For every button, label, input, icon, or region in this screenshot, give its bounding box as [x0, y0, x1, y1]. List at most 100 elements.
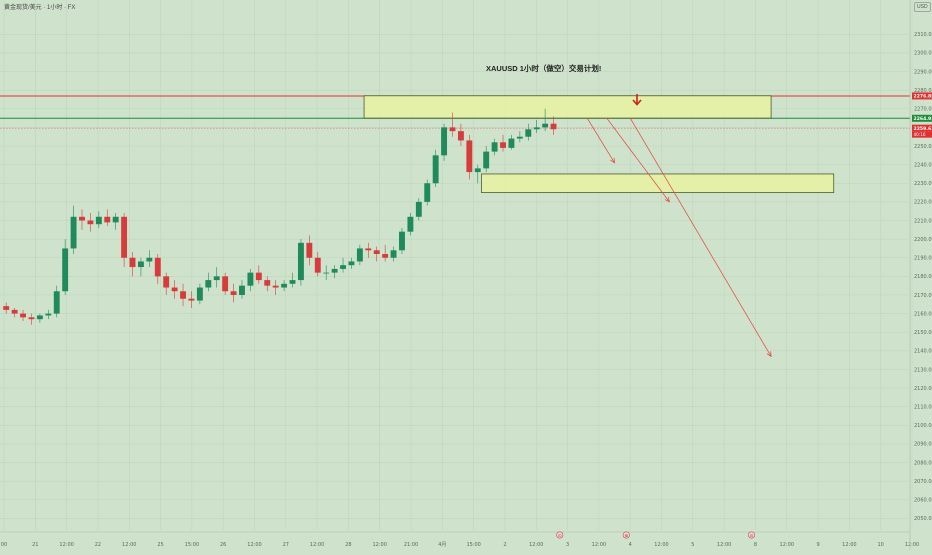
x-tick-label: 27	[283, 542, 289, 548]
candle-body	[180, 291, 186, 298]
x-tick-label: 12:00	[373, 542, 387, 548]
candle-body	[382, 254, 388, 258]
candle-body	[197, 288, 203, 301]
candle-body	[239, 286, 245, 295]
x-tick-label: 5	[691, 542, 694, 548]
x-tick-label: 12:00	[654, 542, 668, 548]
grid	[0, 0, 912, 530]
candle-body	[20, 314, 26, 318]
x-tick-label: 12:00	[905, 542, 919, 548]
candle-body	[3, 306, 9, 310]
candle-body	[96, 217, 102, 224]
candle-body	[416, 202, 422, 217]
x-tick-label: 12:00	[780, 542, 794, 548]
x-tick-label: 8	[754, 542, 757, 548]
y-tick-label: 2090.00	[914, 442, 932, 448]
x-tick-label: 21	[32, 542, 38, 548]
candle-body	[323, 273, 329, 274]
candle-body	[517, 137, 523, 139]
candle-body	[231, 291, 237, 295]
candle-body	[12, 310, 18, 314]
candle-body	[315, 258, 321, 273]
y-tick-label: 2130.00	[914, 367, 932, 373]
y-tick-label: 2100.00	[914, 423, 932, 429]
candle-body	[365, 248, 371, 250]
event-marker-label: ⊙	[558, 534, 562, 539]
x-tick-label: 12:00	[122, 542, 136, 548]
candle-body	[508, 139, 514, 148]
y-tick-label: 2050.00	[914, 516, 932, 522]
candle-body	[264, 280, 270, 286]
symbol-title: 黄金现货/美元 · 1小时 · FX	[4, 2, 75, 11]
candle-body	[349, 261, 355, 265]
x-tick-label: 12:00	[592, 542, 606, 548]
y-tick-label: 2120.00	[914, 386, 932, 392]
y-tick-label: 2160.00	[914, 311, 932, 317]
x-tick-label: 12:00	[842, 542, 856, 548]
projection-arrow	[630, 118, 771, 356]
y-tick-label: 2270.00	[914, 107, 932, 113]
candle-body	[525, 129, 531, 136]
candle-body	[298, 243, 304, 280]
projection-arrowhead	[610, 158, 614, 163]
candle-body	[281, 284, 287, 288]
candle-body	[441, 127, 447, 155]
candle-body	[29, 317, 35, 319]
y-tick-label: 2310.00	[914, 32, 932, 38]
candle-body	[37, 315, 43, 319]
x-tick-label: 00	[1, 542, 7, 548]
y-tick-label: 2190.00	[914, 256, 932, 262]
candle-body	[205, 280, 211, 287]
candle-body	[214, 276, 220, 280]
candle-body	[45, 314, 51, 316]
x-tick-label: 12:00	[247, 542, 261, 548]
candle-body	[433, 155, 439, 183]
candle-body	[273, 286, 279, 288]
current-price-label: 2259.63	[914, 126, 932, 132]
candle-body	[79, 217, 85, 221]
candle-body	[71, 217, 77, 249]
candle-body	[332, 269, 338, 273]
candle-body	[458, 131, 464, 140]
x-tick-label: 3	[566, 542, 569, 548]
candle-body	[534, 127, 540, 129]
candle-body	[399, 232, 405, 251]
candle-body	[391, 250, 397, 257]
candle-body	[138, 261, 144, 267]
projection-arrowhead	[767, 351, 771, 356]
y-tick-label: 2150.00	[914, 330, 932, 336]
candle-body	[542, 124, 548, 128]
y-tick-label: 2200.00	[914, 237, 932, 243]
candle-body	[54, 291, 60, 313]
candle-body	[155, 258, 161, 277]
y-tick-label: 2290.00	[914, 69, 932, 75]
y-tick-label: 2250.00	[914, 144, 932, 150]
candle-body	[340, 265, 346, 269]
candle-body	[87, 221, 93, 225]
x-tick-label: 12:00	[310, 542, 324, 548]
event-marker-label: ⊚	[624, 534, 628, 539]
countdown-label: 40:16	[914, 132, 926, 137]
sell-zone	[364, 96, 771, 118]
x-tick-label: 25	[157, 542, 163, 548]
candle-body	[466, 140, 472, 172]
y-tick-label: 2300.00	[914, 51, 932, 57]
y-tick-label: 2180.00	[914, 274, 932, 280]
x-tick-label: 26	[220, 542, 226, 548]
candle-body	[450, 127, 456, 131]
candle-body	[424, 183, 430, 202]
candle-body	[113, 217, 119, 223]
candle-body	[551, 124, 557, 130]
x-tick-label: 4	[629, 542, 632, 548]
candle-body	[475, 168, 481, 172]
candle-body	[104, 217, 110, 223]
y-tick-label: 2080.00	[914, 460, 932, 466]
y-tick-label: 2240.00	[914, 162, 932, 168]
candle-body	[189, 299, 195, 301]
candle-body	[290, 280, 296, 284]
candle-body	[146, 258, 152, 262]
currency-badge[interactable]: USD	[914, 2, 931, 12]
